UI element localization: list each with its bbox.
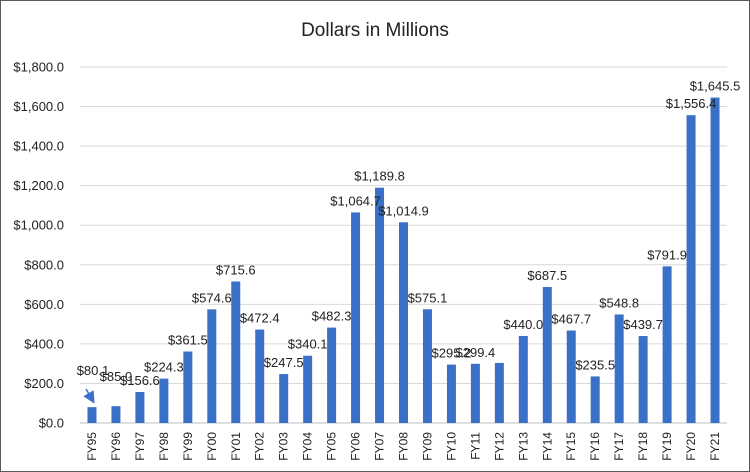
y-tick-label: $400.0 — [24, 336, 64, 351]
data-label: $482.3 — [312, 309, 352, 324]
bar — [686, 115, 696, 424]
x-axis-tick-labels: FY95 FY96 FY97 FY98 FY99 FY00 FY01 FY02 FY03 FY04… — [85, 432, 722, 461]
bar — [518, 335, 528, 423]
bar — [446, 364, 456, 423]
bar — [135, 392, 145, 423]
bar — [638, 336, 648, 423]
x-tick-label: FY11 — [468, 432, 482, 460]
x-tick-label: FY03 — [277, 432, 291, 461]
x-tick-label: FY05 — [325, 432, 339, 461]
x-tick-label: FY19 — [660, 432, 674, 461]
x-tick-label: FY06 — [349, 432, 363, 461]
data-label: $687.5 — [527, 268, 567, 283]
data-label: $440.0 — [503, 317, 543, 332]
data-label: $235.5 — [575, 357, 615, 372]
x-tick-label: FY21 — [708, 432, 722, 461]
data-label: $1,014.9 — [378, 203, 429, 218]
y-tick-label: $1,800.0 — [13, 60, 64, 75]
x-tick-label: FY13 — [516, 432, 530, 461]
bar — [351, 212, 361, 423]
x-tick-label: FY16 — [588, 432, 602, 461]
y-tick-label: $0.0 — [39, 416, 64, 431]
bar — [494, 362, 504, 423]
data-label: $1,064.7 — [330, 193, 381, 208]
x-tick-label: FY01 — [229, 432, 243, 461]
bar — [255, 329, 265, 423]
x-tick-label: FY98 — [157, 432, 171, 461]
bar — [207, 309, 217, 423]
data-label: $791.9 — [647, 247, 687, 262]
bar — [375, 187, 385, 423]
data-label: $467.7 — [551, 311, 591, 326]
bar — [614, 314, 624, 423]
bars — [87, 97, 720, 424]
data-label: $575.1 — [408, 290, 448, 305]
data-label: $156.6 — [120, 373, 160, 388]
x-tick-label: FY14 — [540, 432, 554, 461]
bar — [159, 378, 169, 423]
data-label: $1,645.5 — [690, 79, 741, 94]
data-label: $247.5 — [264, 355, 304, 370]
x-tick-label: FY07 — [373, 432, 387, 461]
data-label: $340.1 — [288, 337, 328, 352]
y-tick-label: $1,000.0 — [13, 218, 64, 233]
x-tick-label: FY00 — [205, 432, 219, 461]
bar — [710, 97, 720, 423]
bar — [111, 406, 121, 423]
bar — [279, 374, 289, 423]
callout-arrow — [83, 388, 95, 404]
data-label: $1,556.4 — [666, 96, 717, 111]
bar — [87, 407, 97, 423]
y-tick-label: $1,200.0 — [13, 178, 64, 193]
y-tick-label: $600.0 — [24, 297, 64, 312]
x-tick-label: FY10 — [444, 432, 458, 461]
y-tick-label: $200.0 — [24, 376, 64, 391]
x-tick-label: FY96 — [109, 432, 123, 461]
bar — [542, 287, 552, 423]
x-tick-label: FY02 — [253, 432, 267, 461]
data-label: $299.4 — [456, 345, 496, 360]
x-tick-label: FY15 — [564, 432, 578, 461]
data-label: $715.6 — [216, 262, 256, 277]
data-labels: $80.1$85.0$156.6$224.3 $361.5 $574.6 $715.6… — [77, 79, 741, 388]
x-tick-label: FY09 — [420, 432, 434, 461]
data-label: $548.8 — [599, 295, 639, 310]
y-axis-tick-labels: $0.0 $200.0 $400.0 $600.0 $800.0 $1,000.0 $1,2… — [13, 60, 64, 431]
x-tick-label: FY04 — [301, 432, 315, 461]
bar — [662, 266, 672, 423]
x-tick-label: FY17 — [612, 432, 626, 461]
bar — [422, 309, 432, 423]
x-tick-label: FY20 — [684, 432, 698, 461]
data-label: $574.6 — [192, 290, 232, 305]
bar — [303, 355, 313, 423]
bar — [183, 351, 193, 423]
x-tick-label: FY95 — [85, 432, 99, 461]
y-tick-label: $1,600.0 — [13, 99, 64, 114]
data-label: $1,189.8 — [354, 169, 405, 184]
bar — [590, 376, 600, 423]
y-tick-label: $1,400.0 — [13, 139, 64, 154]
bar — [399, 222, 408, 423]
data-label: $85.0 — [100, 369, 133, 384]
bar — [566, 330, 576, 423]
x-tick-label: FY12 — [492, 432, 506, 461]
x-tick-label: FY99 — [181, 432, 195, 461]
data-label: $439.7 — [623, 317, 663, 332]
bar — [231, 281, 241, 423]
data-label: $361.5 — [168, 333, 208, 348]
bar — [327, 327, 337, 423]
data-label: $224.3 — [144, 360, 184, 375]
bar — [470, 363, 480, 423]
chart-title: Dollars in Millions — [301, 20, 449, 41]
x-tick-label: FY18 — [636, 432, 650, 461]
y-tick-label: $800.0 — [24, 257, 64, 272]
x-tick-label: FY08 — [397, 432, 411, 461]
data-label: $295.2 — [432, 346, 472, 361]
data-label: $80.1 — [77, 363, 110, 378]
data-label: $472.4 — [240, 311, 280, 326]
x-tick-label: FY97 — [133, 432, 147, 461]
